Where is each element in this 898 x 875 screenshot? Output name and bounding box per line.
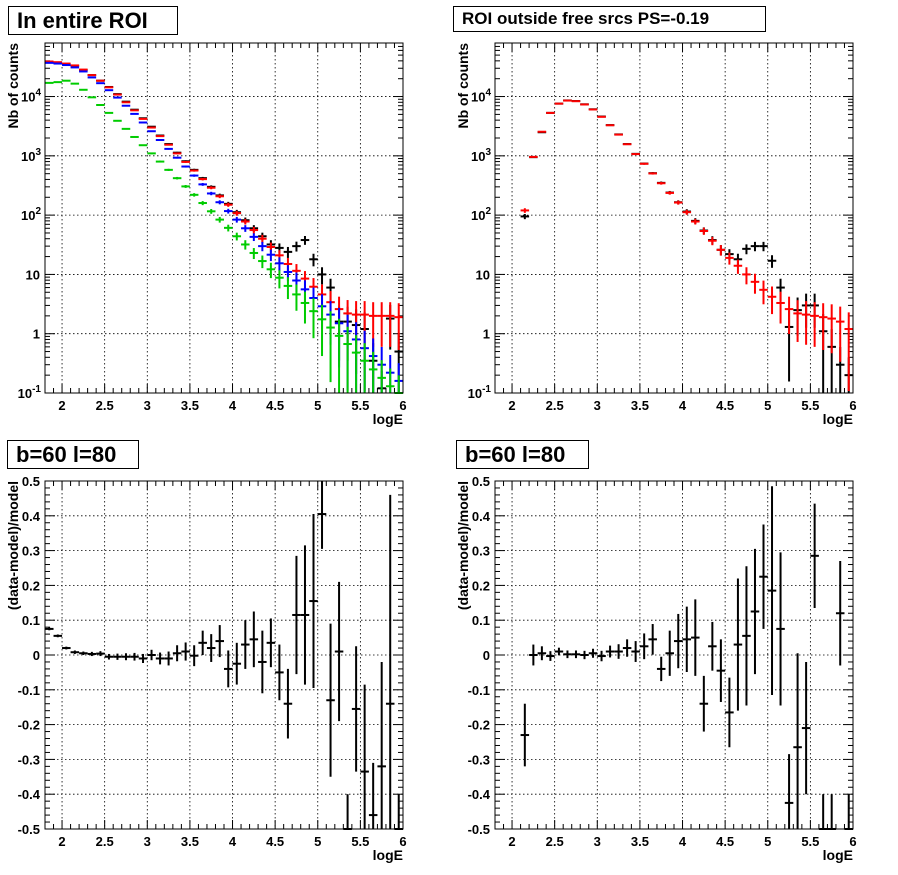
y-tick-label: -0.5: [18, 822, 40, 837]
panel-4-title: b=60 l=80: [456, 440, 589, 469]
x-tick-label: 2.5: [96, 834, 114, 849]
x-tick-label: 3: [594, 834, 601, 849]
y-axis-label: Nb of counts: [455, 43, 471, 129]
x-tick-label: 4.5: [266, 398, 284, 413]
series-2: [520, 99, 853, 392]
x-tick-label: 2: [58, 398, 65, 413]
x-tick-label: 4: [229, 398, 237, 413]
x-tick-label: 3.5: [181, 834, 199, 849]
y-tick-label: -0.1: [18, 683, 40, 698]
x-tick-label: 3: [594, 398, 601, 413]
y-tick-label: -0.2: [18, 718, 40, 733]
x-tick-label: 5: [764, 398, 771, 413]
x-tick-label: 4: [679, 834, 687, 849]
y-tick-label: -0.2: [468, 718, 490, 733]
y-tick-label: 0.2: [472, 578, 490, 593]
plot-frame: [494, 42, 854, 394]
y-tick-label: 1: [33, 327, 40, 342]
panel-3-title: b=60 l=80: [7, 440, 139, 469]
x-tick-label: 2: [508, 834, 515, 849]
y-tick-label: 102: [21, 206, 41, 223]
x-tick-label: 5: [314, 398, 321, 413]
x-tick-label: 4: [229, 834, 237, 849]
x-axis-label: logE: [823, 411, 853, 427]
y-tick-label: 0.4: [472, 509, 491, 524]
x-tick-label: 4.5: [716, 834, 734, 849]
x-tick-label: 5.5: [801, 398, 819, 413]
plot-frame: [44, 480, 404, 830]
y-tick-label: 104: [471, 88, 491, 105]
x-axis-label: logE: [823, 847, 853, 863]
y-tick-label: 102: [471, 206, 491, 223]
y-tick-label: 0.5: [22, 474, 40, 489]
series-1: [520, 99, 853, 393]
y-tick-label: 104: [21, 88, 41, 105]
x-tick-label: 2.5: [96, 398, 114, 413]
series-1: [520, 486, 853, 830]
x-tick-label: 4.5: [716, 398, 734, 413]
x-tick-label: 3: [144, 834, 151, 849]
y-tick-label: 1: [483, 327, 490, 342]
x-tick-label: 4: [679, 398, 687, 413]
x-tick-label: 5.5: [351, 398, 369, 413]
y-tick-label: -0.4: [468, 787, 491, 802]
y-tick-label: 10: [476, 267, 490, 282]
y-tick-label: 0.3: [472, 544, 490, 559]
series-1: [45, 481, 403, 830]
x-tick-label: 5: [764, 834, 771, 849]
y-tick-label: 0.3: [22, 544, 40, 559]
x-tick-label: 6: [399, 398, 406, 413]
x-tick-label: 2: [58, 834, 65, 849]
y-tick-label: 0.5: [472, 474, 490, 489]
chart-panel-2: 2 2.5 3 3.5 4 4.5 5 5.5 6 10-1 1 10 102 103 104 logE Nb …: [455, 42, 857, 427]
x-tick-label: 3.5: [631, 398, 649, 413]
y-tick-label: 103: [471, 147, 491, 164]
x-tick-label: 4.5: [266, 834, 284, 849]
y-tick-label: 10: [26, 267, 40, 282]
x-tick-label: 3.5: [181, 398, 199, 413]
y-tick-label: -0.1: [468, 683, 490, 698]
x-tick-label: 6: [399, 834, 406, 849]
series-4: [45, 79, 403, 394]
x-tick-label: 5.5: [351, 834, 369, 849]
y-tick-label: -0.4: [18, 787, 41, 802]
panel-1-title: In entire ROI: [8, 6, 178, 35]
y-tick-label: 0.4: [22, 509, 41, 524]
chart-panel-1: 2 2.5 3 3.5 4 4.5 5 5.5 6 10-1 1 10 102 103 104 logE Nb …: [5, 42, 407, 427]
chart-panel-4: 2 2.5 3 3.5 4 4.5 5 5.5 6 -0.5 -0.4 -0.3 -0.2 -0.1 0 0.…: [455, 474, 857, 863]
x-tick-label: 6: [849, 398, 856, 413]
plot-frame: [44, 42, 404, 394]
panel-2-title: ROI outside free srcs PS=-0.19: [453, 6, 766, 32]
y-tick-label: 10-1: [468, 384, 492, 401]
x-tick-label: 2.5: [546, 834, 564, 849]
y-tick-label: -0.5: [468, 822, 490, 837]
y-tick-label: 0.1: [22, 613, 40, 628]
y-tick-label: 0.2: [22, 578, 40, 593]
chart-panel-3: 2 2.5 3 3.5 4 4.5 5 5.5 6 -0.5 -0.4 -0.3 -0.2 -0.1 0 0.…: [5, 474, 407, 863]
x-axis-label: logE: [373, 847, 403, 863]
y-tick-label: -0.3: [18, 752, 40, 767]
y-tick-label: 0: [33, 648, 40, 663]
x-tick-label: 6: [849, 834, 856, 849]
x-tick-label: 3.5: [631, 834, 649, 849]
y-axis-label: Nb of counts: [5, 43, 21, 129]
y-axis-label: (data-model)/model: [5, 481, 21, 610]
y-tick-label: -0.3: [468, 752, 490, 767]
y-axis-label: (data-model)/model: [455, 481, 471, 610]
y-tick-label: 0: [483, 648, 490, 663]
y-tick-label: 103: [21, 147, 41, 164]
x-tick-label: 3: [144, 398, 151, 413]
x-tick-label: 2.5: [546, 398, 564, 413]
x-axis-label: logE: [373, 411, 403, 427]
x-tick-label: 2: [508, 398, 515, 413]
x-tick-label: 5.5: [801, 834, 819, 849]
plot-frame: [494, 480, 854, 830]
y-tick-label: 10-1: [18, 384, 42, 401]
y-tick-label: 0.1: [472, 613, 490, 628]
x-tick-label: 5: [314, 834, 321, 849]
